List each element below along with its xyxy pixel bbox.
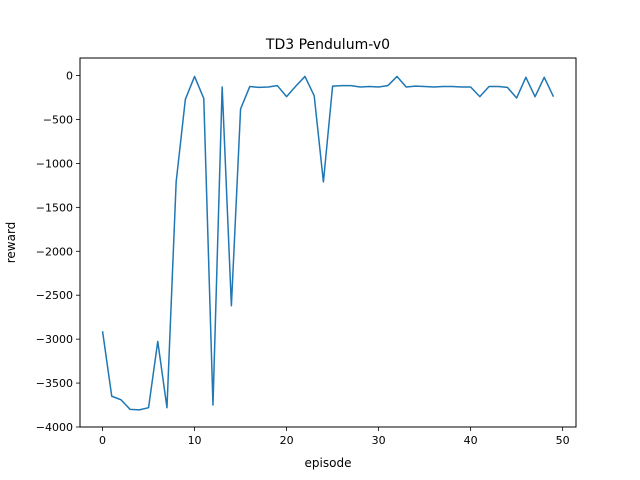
- y-tick-label: −500: [43, 114, 73, 127]
- y-axis-label: reward: [4, 222, 18, 264]
- x-tick-label: 40: [464, 434, 478, 447]
- plot-area: [101, 75, 555, 411]
- y-tick-label: −1500: [36, 201, 73, 214]
- y-tick-label: −2000: [36, 245, 73, 258]
- x-tick-label: 20: [280, 434, 294, 447]
- y-tick-label: 0: [66, 70, 73, 83]
- x-tick-label: 50: [556, 434, 570, 447]
- axes-frame: [79, 57, 577, 428]
- x-tick-label: 0: [99, 434, 106, 447]
- y-tick-label: −2500: [36, 289, 73, 302]
- y-axis: 0 −500 −1000 −1500 −2000 −2500 −3000 −3500 −4000: [36, 70, 80, 434]
- y-tick-label: −1000: [36, 157, 73, 170]
- y-tick-label: −4000: [36, 421, 73, 434]
- chart-title: TD3 Pendulum-v0: [265, 37, 390, 53]
- y-tick-label: −3500: [36, 377, 73, 390]
- x-axis-label: episode: [305, 456, 352, 470]
- x-axis: 0 10 20 30 40 50: [99, 427, 570, 447]
- reward-series-line: [101, 75, 555, 411]
- x-tick-label: 10: [188, 434, 202, 447]
- y-tick-label: −3000: [36, 333, 73, 346]
- x-tick-label: 30: [372, 434, 386, 447]
